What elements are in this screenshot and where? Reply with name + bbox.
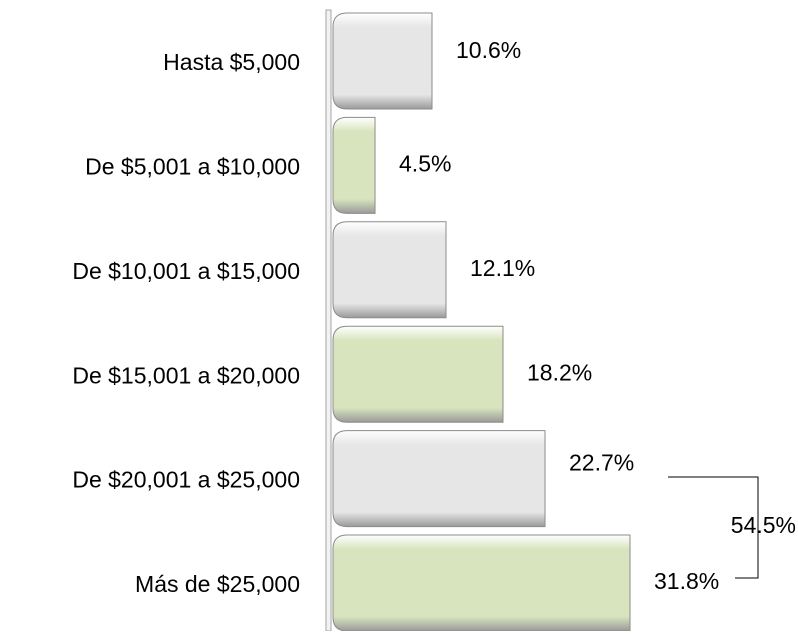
category-label: De $20,001 a $25,000 <box>72 467 300 493</box>
bar <box>332 325 504 423</box>
bracket <box>668 476 759 579</box>
axis-wall <box>325 9 332 632</box>
value-label: 10.6% <box>456 37 521 63</box>
bar <box>332 116 376 214</box>
value-label: 12.1% <box>470 255 535 281</box>
value-label: 18.2% <box>527 359 592 385</box>
category-label: De $5,001 a $10,000 <box>85 153 300 179</box>
value-label: 4.5% <box>399 150 451 176</box>
category-label: De $15,001 a $20,000 <box>72 362 300 388</box>
bar <box>332 12 433 110</box>
value-label: 31.8% <box>654 568 719 594</box>
category-label: Más de $25,000 <box>135 571 300 597</box>
bar <box>332 430 546 528</box>
value-label: 22.7% <box>569 450 634 476</box>
category-label: Hasta $5,000 <box>163 49 300 75</box>
category-label: De $10,001 a $15,000 <box>72 258 300 284</box>
annotation: 54.5% <box>731 512 796 538</box>
bar <box>332 221 447 319</box>
bar <box>332 534 631 632</box>
